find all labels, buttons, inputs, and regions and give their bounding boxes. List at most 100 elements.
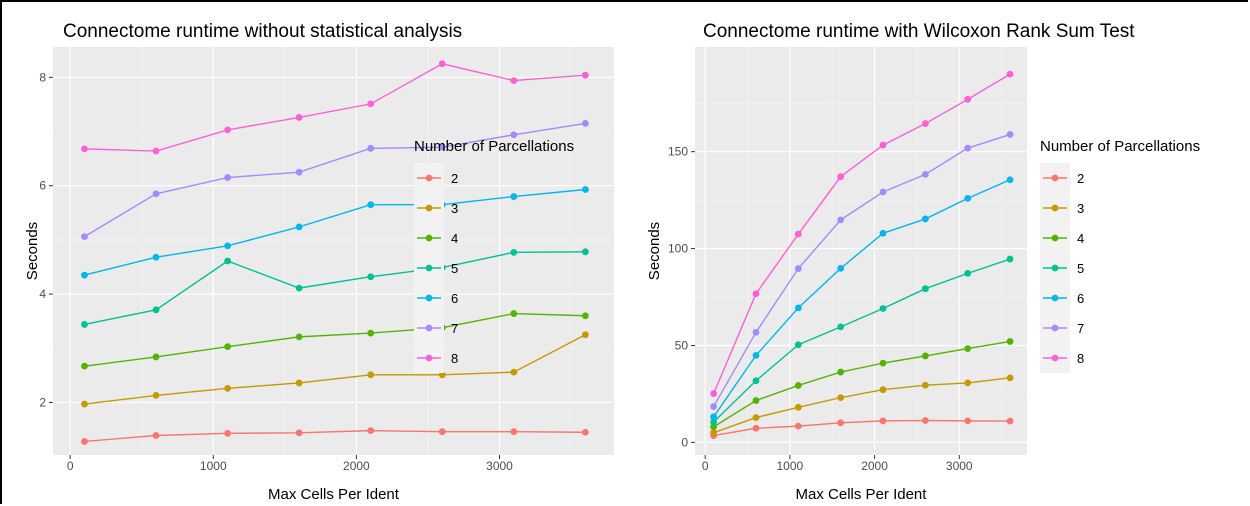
data-point-series-8 bbox=[152, 147, 160, 155]
legend-key-point-3 bbox=[1051, 204, 1059, 212]
data-point-series-2 bbox=[295, 429, 303, 437]
data-point-series-6 bbox=[581, 186, 589, 193]
data-point-series-6 bbox=[964, 194, 972, 202]
data-point-series-3 bbox=[581, 331, 589, 339]
data-point-series-4 bbox=[581, 312, 589, 320]
data-point-series-2 bbox=[752, 424, 760, 432]
x-tick-label: 2000 bbox=[861, 459, 888, 473]
legend-label-8: 8 bbox=[451, 351, 458, 366]
data-point-series-5 bbox=[510, 248, 518, 256]
data-point-series-6 bbox=[794, 304, 802, 312]
legend-key-point-4 bbox=[425, 234, 433, 242]
data-point-series-6 bbox=[710, 413, 718, 421]
data-point-series-4 bbox=[710, 423, 718, 431]
data-point-series-2 bbox=[879, 417, 887, 425]
legend-label-5: 5 bbox=[1077, 261, 1084, 276]
data-point-series-5 bbox=[295, 284, 303, 292]
data-point-series-2 bbox=[510, 428, 518, 436]
data-point-series-4 bbox=[295, 333, 303, 341]
legend-key-point-6 bbox=[1051, 294, 1059, 302]
data-point-series-5 bbox=[581, 248, 589, 256]
data-point-series-7 bbox=[921, 170, 929, 178]
data-point-series-2 bbox=[152, 432, 160, 439]
data-point-series-5 bbox=[964, 269, 972, 277]
series-line-5 bbox=[84, 251, 586, 326]
data-point-series-8 bbox=[1006, 70, 1014, 78]
data-point-series-7 bbox=[964, 144, 972, 152]
data-point-series-2 bbox=[81, 438, 88, 445]
x-tick-label: 3000 bbox=[946, 459, 973, 473]
legend-key-point-8 bbox=[1051, 354, 1059, 362]
legend: Number of Parcellations 2 3 4 5 6 7 8 bbox=[414, 138, 574, 373]
legend-key-point-7 bbox=[1051, 324, 1059, 332]
series-line-6 bbox=[84, 188, 586, 276]
data-point-series-2 bbox=[1006, 417, 1014, 425]
data-point-series-3 bbox=[752, 414, 760, 421]
series-line-2 bbox=[713, 419, 1011, 437]
data-point-series-7 bbox=[879, 188, 887, 196]
legend-key-point-5 bbox=[1051, 264, 1059, 272]
data-point-series-4 bbox=[1006, 338, 1014, 345]
legend-label-3: 3 bbox=[451, 201, 458, 216]
data-point-series-8 bbox=[964, 95, 972, 103]
series-line-7 bbox=[713, 133, 1011, 407]
data-point-series-3 bbox=[921, 381, 929, 389]
data-point-series-4 bbox=[879, 359, 887, 367]
data-point-series-8 bbox=[81, 145, 88, 153]
legend-key-point-3 bbox=[425, 204, 433, 212]
data-point-series-3 bbox=[224, 384, 231, 392]
data-point-series-7 bbox=[1006, 131, 1014, 138]
plot-background bbox=[53, 47, 614, 455]
data-point-series-7 bbox=[510, 131, 518, 139]
y-tick-label: 2 bbox=[39, 395, 46, 409]
data-point-series-4 bbox=[752, 397, 760, 404]
data-point-series-4 bbox=[837, 368, 845, 376]
data-point-series-6 bbox=[879, 229, 887, 237]
data-point-series-2 bbox=[438, 428, 446, 436]
data-point-series-3 bbox=[367, 371, 375, 379]
series-line-4 bbox=[713, 340, 1011, 428]
data-point-series-2 bbox=[921, 417, 929, 424]
data-point-series-4 bbox=[81, 362, 88, 370]
legend-key-point-8 bbox=[425, 354, 433, 362]
data-point-series-7 bbox=[438, 143, 446, 151]
chart-panel-1: 0 1000 2000 3000 2 4 6 8 Connectome runtime with… bbox=[24, 21, 614, 503]
data-point-series-4 bbox=[794, 382, 802, 389]
data-point-series-3 bbox=[81, 400, 88, 408]
chart-title: Connectome runtime without statistical a… bbox=[63, 21, 462, 42]
legend-label-6: 6 bbox=[1077, 291, 1084, 306]
x-tick-label: 3000 bbox=[486, 459, 513, 473]
data-point-series-7 bbox=[752, 328, 760, 336]
data-point-series-6 bbox=[1006, 176, 1014, 184]
data-point-series-6 bbox=[510, 193, 518, 200]
data-point-series-8 bbox=[438, 60, 446, 68]
data-point-series-5 bbox=[367, 273, 375, 281]
legend-label-4: 4 bbox=[451, 231, 458, 246]
data-point-series-5 bbox=[710, 418, 718, 426]
series-line-3 bbox=[713, 377, 1011, 434]
data-point-series-5 bbox=[752, 377, 760, 385]
legend-label-7: 7 bbox=[1077, 321, 1084, 336]
data-point-series-8 bbox=[224, 126, 231, 134]
x-axis-label: Max Cells Per Ident bbox=[796, 486, 928, 503]
y-tick-label: 4 bbox=[39, 287, 46, 301]
legend-key-point-2 bbox=[425, 174, 433, 182]
y-axis-label: Seconds bbox=[24, 222, 41, 280]
data-point-series-8 bbox=[710, 390, 718, 397]
data-point-series-5 bbox=[224, 257, 231, 265]
y-tick-label: 8 bbox=[39, 70, 46, 84]
series-line-8 bbox=[84, 63, 586, 152]
data-point-series-3 bbox=[964, 379, 972, 387]
legend-label-5: 5 bbox=[451, 261, 458, 276]
legend-key-point-6 bbox=[425, 294, 433, 302]
data-point-series-5 bbox=[837, 323, 845, 331]
data-point-series-4 bbox=[921, 352, 929, 360]
data-point-series-7 bbox=[81, 233, 88, 241]
data-point-series-3 bbox=[295, 379, 303, 387]
data-point-series-6 bbox=[152, 253, 160, 261]
data-point-series-8 bbox=[921, 120, 929, 127]
data-point-series-5 bbox=[794, 341, 802, 349]
series-line-5 bbox=[713, 258, 1011, 423]
series-line-8 bbox=[712, 73, 1011, 394]
